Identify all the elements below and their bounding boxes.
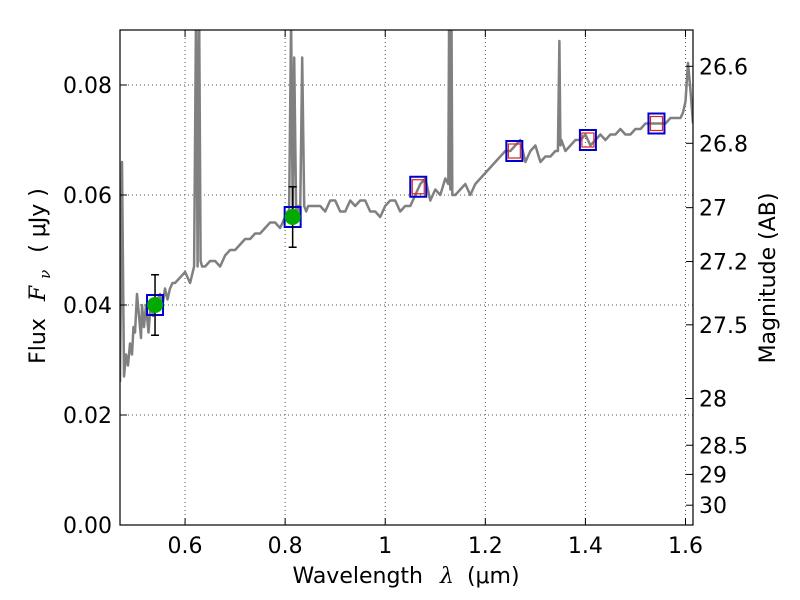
x-axis-label: Wavelength λ (μm) bbox=[292, 564, 519, 589]
plot-frame bbox=[119, 29, 694, 526]
synthetic-photometry-point bbox=[507, 143, 521, 159]
x-axis-label-symbol: λ bbox=[439, 564, 454, 589]
x-tick-label: 0.6 bbox=[168, 534, 203, 559]
synthetic-photometry-point bbox=[649, 115, 664, 132]
x-tick-label: 1 bbox=[378, 534, 392, 559]
synthetic-photometry-point bbox=[581, 132, 595, 148]
right-tick-label: 30 bbox=[699, 494, 727, 519]
right-tick-label: 28.5 bbox=[699, 434, 748, 459]
grid-lines bbox=[120, 30, 693, 525]
plot-area bbox=[120, 30, 693, 525]
right-tick-label: 26.8 bbox=[699, 132, 748, 157]
x-tick-label: 1.4 bbox=[568, 534, 603, 559]
x-tick-label: 0.8 bbox=[268, 534, 303, 559]
right-tick-label: 28 bbox=[699, 388, 727, 413]
x-axis-label-unit: (μm) bbox=[467, 564, 520, 589]
y-axis-label-subscript: ν bbox=[36, 270, 54, 279]
marker-layer bbox=[146, 112, 666, 336]
y-axis-label: Flux F ν ( μJy ) bbox=[26, 188, 56, 364]
right-tick-label: 27.5 bbox=[699, 314, 748, 339]
right-axis-label: Magnitude (AB) bbox=[756, 193, 781, 364]
x-tick-label: 1.6 bbox=[668, 534, 703, 559]
x-tick-label: 1.2 bbox=[468, 534, 503, 559]
observed-photometry-point bbox=[284, 209, 301, 225]
model-photometry-point bbox=[647, 112, 666, 135]
y-tick-label: 0.04 bbox=[63, 294, 112, 319]
model-photometry-point bbox=[505, 140, 524, 162]
y-axis-label-main: Flux bbox=[26, 318, 51, 364]
model-photometry-point bbox=[578, 129, 597, 151]
right-tick-label: 26.6 bbox=[699, 55, 748, 80]
spectrum-line bbox=[120, 30, 693, 383]
tick-marks bbox=[120, 30, 693, 526]
model-photometry-point bbox=[409, 175, 428, 198]
right-tick-label: 27.2 bbox=[699, 251, 748, 276]
observed-photometry-point bbox=[147, 297, 164, 313]
right-tick-label: 27 bbox=[699, 197, 727, 222]
x-axis-label-main: Wavelength bbox=[292, 564, 423, 589]
spectrum-layer bbox=[120, 30, 693, 383]
tick-labels: 0.6 0.8 1 1.2 1.4 1.6 0.00 0.02 0.04 0.06 0.08 26.6… bbox=[63, 55, 748, 559]
y-axis-label-unit: ( μJy ) bbox=[26, 188, 51, 253]
y-axis-label-symbol: F bbox=[26, 285, 51, 302]
synthetic-photometry-point bbox=[411, 179, 425, 195]
y-tick-label: 0.00 bbox=[63, 514, 112, 539]
y-tick-label: 0.06 bbox=[63, 184, 112, 209]
right-tick-label: 29 bbox=[699, 463, 727, 488]
y-tick-label: 0.08 bbox=[63, 74, 112, 99]
y-tick-label: 0.02 bbox=[63, 404, 112, 429]
